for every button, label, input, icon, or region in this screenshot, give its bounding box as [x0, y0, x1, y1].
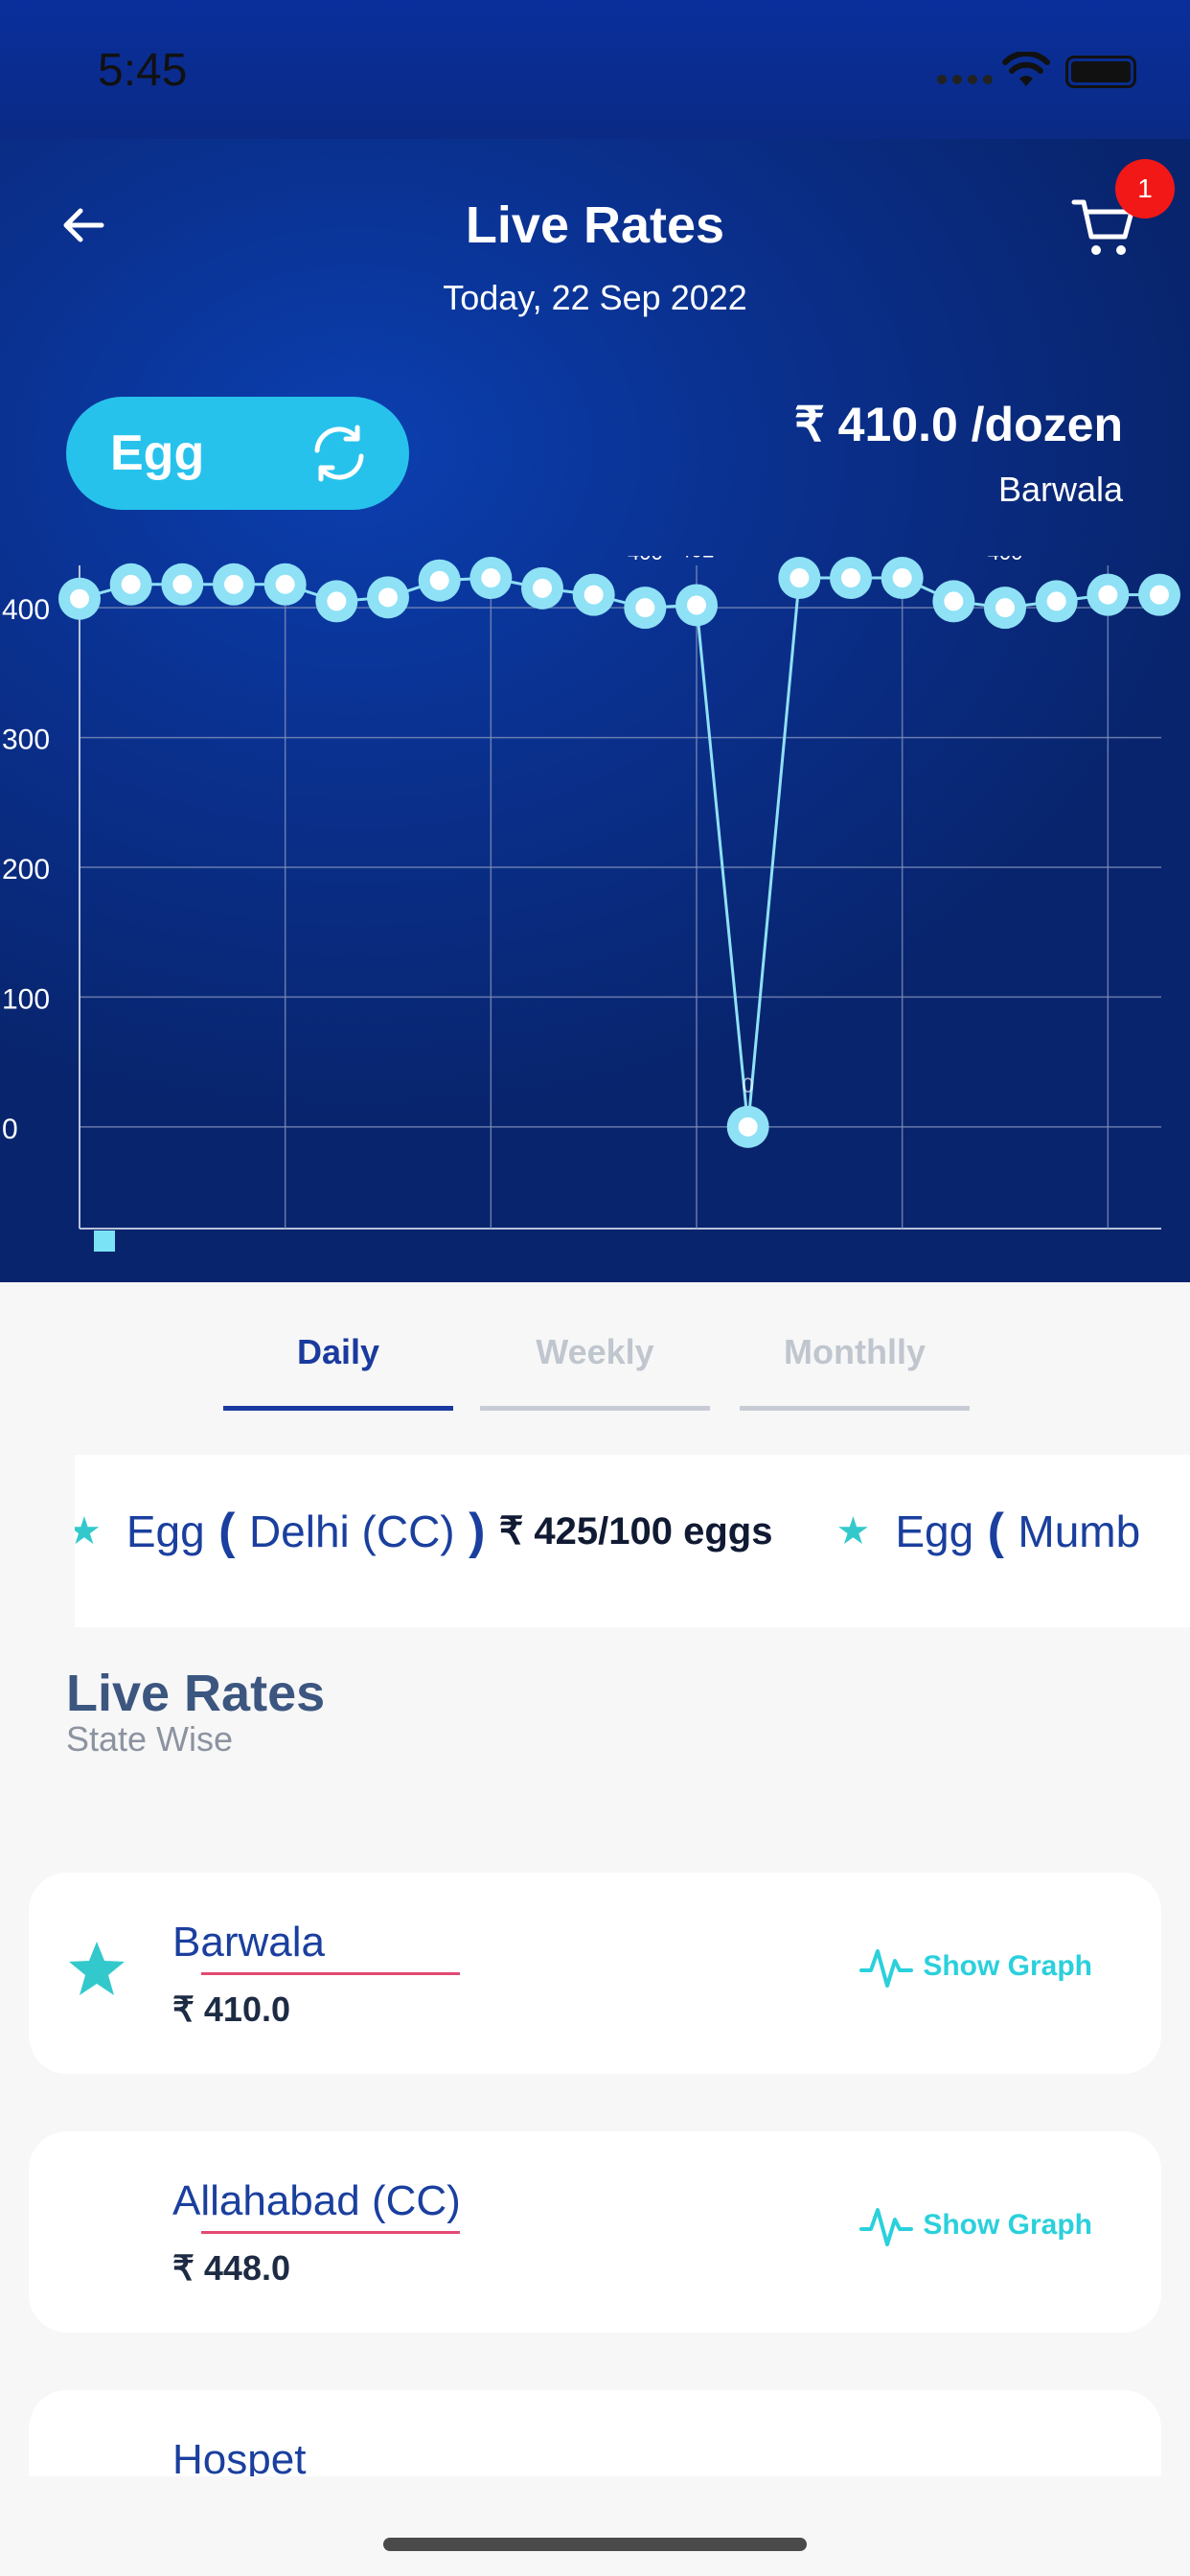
refresh-icon [314, 425, 364, 482]
data-label: 405 [319, 556, 355, 558]
data-point-center [121, 574, 141, 594]
data-label: 405 [1039, 556, 1074, 558]
ticker-item-name: Egg [895, 1506, 974, 1556]
bottom-safe-area [0, 2476, 1190, 2576]
page-date: Today, 22 Sep 2022 [443, 278, 747, 317]
y-tick-label: 100 [2, 983, 50, 1015]
ticker-item-name: Egg [126, 1506, 205, 1556]
ticker-item-rate: ₹ 425/100 eggs [498, 1510, 773, 1552]
cart-badge: 1 [1115, 159, 1175, 218]
ticker-paren-open: ( [973, 1504, 1018, 1559]
data-point-center [687, 595, 706, 615]
data-label: 0 [743, 1073, 754, 1097]
y-tick-label: 0 [2, 1114, 18, 1145]
data-point-center [172, 574, 193, 594]
pulse-icon [859, 2208, 914, 2246]
x-tick-label: 05-Sep [239, 1261, 332, 1265]
data-label: 400 [628, 556, 663, 564]
data-point-center [224, 574, 243, 594]
list-item-price: ₹ 410.0 [172, 1990, 290, 2029]
data-point-center [738, 1116, 758, 1137]
tab-monthly[interactable]: Monthlly [740, 1321, 970, 1411]
wifi-icon [1002, 52, 1050, 86]
data-point-center [1150, 585, 1169, 605]
y-tick-label: 200 [2, 854, 50, 886]
ticker-item-city: Delhi (CC) [248, 1506, 455, 1556]
x-tick-label: 13-Sep [651, 1261, 744, 1265]
data-label: 405 [936, 556, 972, 558]
current-location: Barwala [997, 470, 1123, 509]
data-point-center [1098, 585, 1118, 605]
data-point-center [841, 568, 860, 588]
x-tick-label: 21-Sep [1062, 1261, 1155, 1265]
data-point-center [790, 568, 810, 588]
legend-swatch [94, 1230, 115, 1252]
show-graph-button[interactable]: Show Graph [859, 1942, 1092, 1991]
home-indicator[interactable] [383, 2538, 807, 2551]
show-graph-button[interactable]: Show Graph [859, 2200, 1092, 2250]
y-tick-label: 400 [2, 594, 50, 626]
rates-ticker: ★ Egg ( Delhi (CC) ) ₹ 425/100 eggs ★ Eg… [75, 1455, 1190, 1627]
pulse-icon [859, 1949, 914, 1988]
cellular-signal-icon [937, 75, 993, 84]
show-graph-label: Show Graph [923, 1950, 1092, 1982]
data-point-center [584, 585, 604, 605]
list-item-underline [201, 2231, 460, 2234]
hero-header: 5:45 Live Rates Today, 22 Sep 2022 1 Egg… [0, 0, 1190, 1282]
show-graph-label: Show Graph [923, 2209, 1092, 2241]
section-subtitle: State Wise [66, 1719, 234, 1759]
data-point-center [481, 568, 501, 588]
back-arrow-icon[interactable] [59, 201, 107, 249]
list-item[interactable]: Allahabad (CC) ₹ 448.0 Show Graph [29, 2131, 1161, 2333]
list-item-name: Barwala [172, 1919, 325, 1966]
data-point-center [892, 568, 912, 588]
status-bar: 5:45 [0, 0, 1190, 139]
list-item-price: ₹ 448.0 [172, 2248, 290, 2288]
list-item-name: Hospet [172, 2436, 307, 2483]
list-item-name: Allahabad (CC) [172, 2177, 461, 2224]
page-title: Live Rates [465, 196, 725, 254]
star-icon: ★ [835, 1510, 871, 1552]
data-point-center [1046, 591, 1066, 611]
favorite-star-icon[interactable] [67, 1940, 126, 1997]
list-item-underline [201, 1972, 460, 1975]
list-item[interactable]: Barwala ₹ 410.0 Show Graph [29, 1873, 1161, 2074]
period-tabs: Daily Weekly Monthlly [0, 1321, 1190, 1411]
data-point-center [944, 591, 964, 611]
tab-daily[interactable]: Daily [223, 1321, 453, 1411]
status-time: 5:45 [98, 45, 188, 96]
star-icon: ★ [75, 1510, 102, 1552]
x-tick-label: 17-Sep [856, 1261, 949, 1265]
ticker-paren-open: ( [204, 1504, 249, 1559]
ticker-paren-close: ) [454, 1504, 499, 1559]
x-tick-label: 09-Sep [445, 1261, 538, 1265]
tab-weekly[interactable]: Weekly [480, 1321, 710, 1411]
cart-icon[interactable] [1071, 196, 1136, 260]
product-selector-button[interactable]: Egg [66, 397, 409, 510]
ticker-item-city: Mumb [1018, 1506, 1141, 1556]
section-title: Live Rates [66, 1665, 326, 1722]
data-point-center [995, 598, 1015, 618]
data-point-center [378, 587, 398, 608]
data-point-center [70, 588, 89, 609]
data-point-center [275, 574, 295, 594]
data-point-center [429, 570, 449, 590]
data-point-center [635, 598, 655, 618]
y-tick-label: 300 [2, 724, 50, 756]
series-line [79, 576, 1159, 1127]
data-point-center [533, 578, 552, 598]
data-label: 402 [679, 556, 715, 562]
data-point-center [327, 591, 347, 611]
product-name: Egg [110, 426, 205, 481]
battery-icon [1065, 56, 1136, 88]
x-tick-label: 01-Sep [34, 1261, 126, 1265]
price-chart: 0 100 200 300 400 01-Sep 05-Sep 09-Sep 13-Sep 17-… [2, 556, 1180, 1265]
data-label: 400 [988, 556, 1023, 564]
current-price: ₹ 410.0 /dozen [793, 398, 1123, 451]
